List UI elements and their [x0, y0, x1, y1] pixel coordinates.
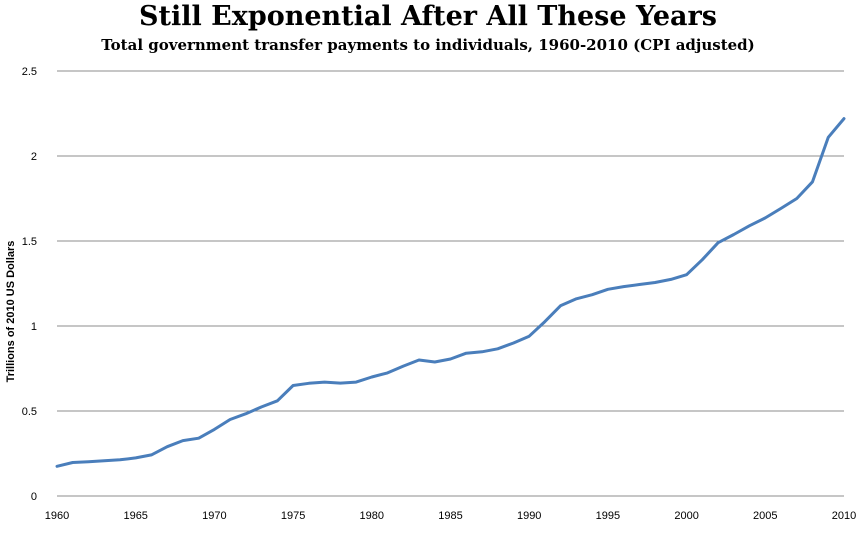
x-tick-label: 1975 — [281, 510, 305, 522]
y-tick-label: 0 — [31, 491, 37, 503]
y-tick-label: 1.5 — [22, 236, 37, 248]
x-tick-label: 2005 — [753, 510, 777, 522]
y-tick-label: 1 — [31, 321, 37, 333]
chart-subtitle: Total government transfer payments to in… — [101, 36, 755, 54]
x-tick-label: 1965 — [123, 510, 147, 522]
series-line — [55, 117, 846, 468]
x-tick-label: 1960 — [45, 510, 69, 522]
chart-title: Still Exponential After All These Years — [139, 1, 717, 32]
x-tick-label: 1980 — [360, 510, 384, 522]
x-tick-label: 1985 — [438, 510, 462, 522]
y-axis-ticks: 0 0.5 1 1.5 2 2.5 — [22, 66, 37, 503]
y-tick-label: 0.5 — [22, 406, 37, 418]
y-tick-label: 2.5 — [22, 66, 37, 78]
x-tick-label: 1995 — [596, 510, 620, 522]
x-tick-label: 2000 — [674, 510, 698, 522]
x-tick-label: 2010 — [832, 510, 856, 522]
series-group — [55, 117, 846, 468]
y-axis-label: Trillions of 2010 US Dollars — [5, 241, 17, 383]
x-axis-ticks: 1960 1965 1970 1975 1980 1985 1990 1995 2000 2005… — [45, 510, 856, 522]
x-tick-label: 1990 — [517, 510, 541, 522]
x-tick-label: 1970 — [202, 510, 226, 522]
y-tick-label: 2 — [31, 151, 37, 163]
gridlines — [57, 70, 844, 412]
